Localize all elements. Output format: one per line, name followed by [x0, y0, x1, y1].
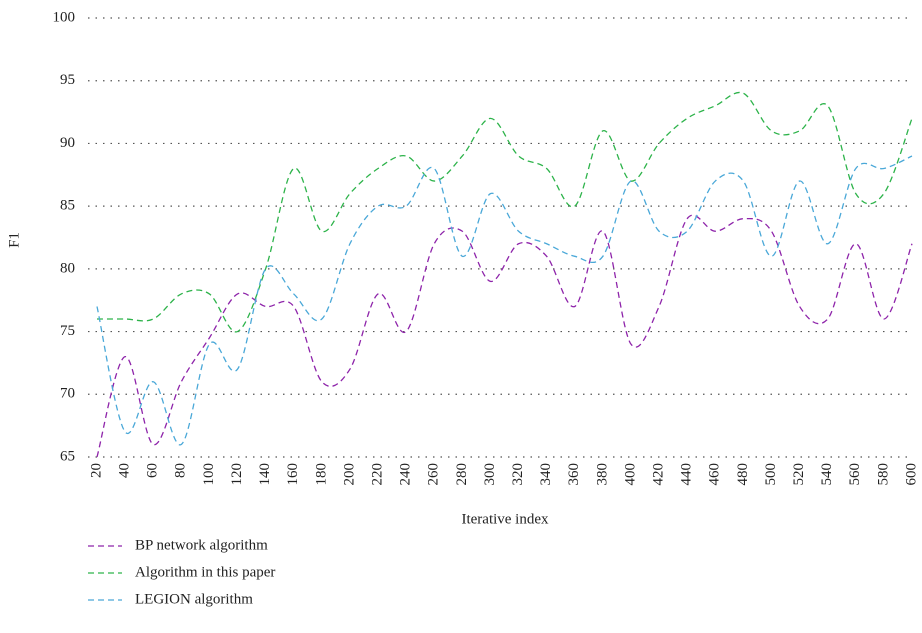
legend-label: BP network algorithm	[135, 537, 268, 553]
x-tick-label: 440	[679, 463, 695, 486]
series-line	[97, 91, 913, 333]
y-tick-label: 100	[53, 9, 76, 25]
y-tick-label: 65	[60, 448, 75, 464]
x-tick-label: 300	[482, 463, 498, 486]
series-line	[96, 214, 913, 458]
x-tick-label: 420	[651, 463, 667, 486]
x-tick-label: 200	[341, 463, 357, 486]
legend-label: LEGION algorithm	[135, 591, 253, 607]
x-tick-label: 260	[426, 463, 442, 486]
y-tick-label: 75	[60, 323, 75, 339]
legend-label: Algorithm in this paper	[135, 564, 275, 580]
x-tick-label: 560	[847, 463, 863, 486]
x-tick-label: 320	[510, 463, 526, 486]
y-tick-label: 70	[60, 386, 75, 402]
x-tick-label: 100	[201, 463, 217, 486]
x-tick-label: 380	[594, 463, 610, 486]
y-tick-label: 95	[60, 72, 75, 88]
x-tick-label: 220	[369, 463, 385, 486]
y-axis-label: F1	[6, 232, 22, 248]
x-tick-label: 120	[229, 463, 245, 486]
x-tick-label: 80	[173, 463, 189, 478]
x-axis-label: Iterative index	[461, 511, 549, 527]
x-tick-label: 500	[763, 463, 779, 486]
series-line	[96, 155, 913, 446]
x-tick-label: 400	[622, 463, 638, 486]
x-tick-label: 340	[538, 463, 554, 486]
x-tick-label: 600	[903, 463, 919, 486]
x-tick-label: 360	[566, 463, 582, 486]
x-tick-label: 480	[735, 463, 751, 486]
x-tick-label: 280	[454, 463, 470, 486]
x-tick-label: 540	[819, 463, 835, 486]
x-tick-label: 20	[88, 463, 104, 478]
x-tick-label: 60	[145, 463, 161, 478]
x-tick-label: 460	[707, 463, 723, 486]
x-tick-label: 240	[398, 463, 414, 486]
x-tick-label: 180	[313, 463, 329, 486]
y-tick-label: 80	[60, 260, 75, 276]
x-tick-label: 160	[285, 463, 301, 486]
x-tick-label: 40	[117, 463, 133, 478]
y-tick-label: 85	[60, 198, 75, 214]
y-tick-label: 90	[60, 135, 75, 151]
x-tick-label: 140	[257, 463, 273, 486]
x-tick-label: 520	[791, 463, 807, 486]
x-tick-label: 580	[875, 463, 891, 486]
